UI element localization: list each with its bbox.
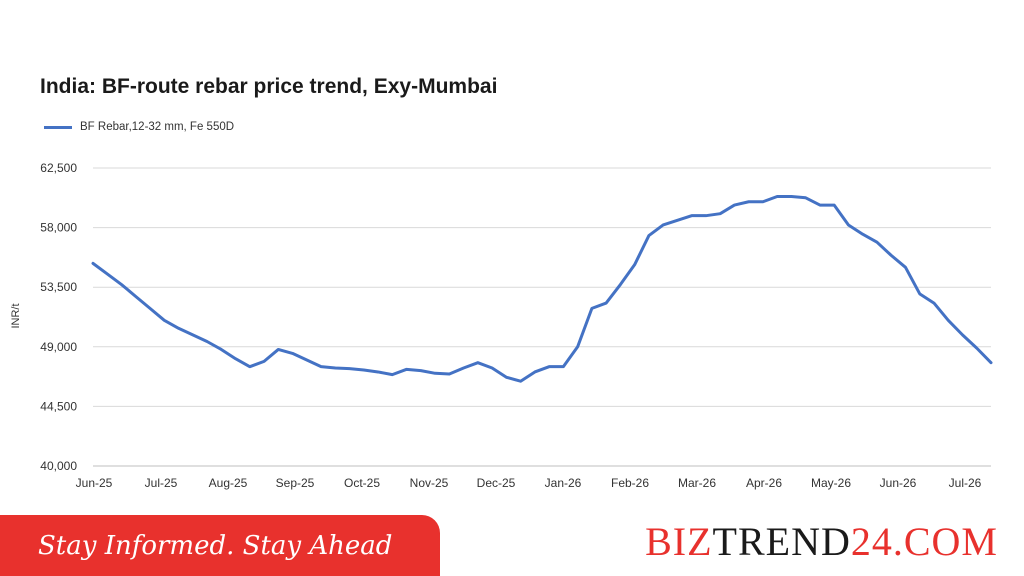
brand-logo-text[interactable]: BIZTREND24.COM xyxy=(645,518,998,565)
x-tick-label: Feb-26 xyxy=(611,476,649,490)
x-axis-ticks: Jun-25 Jul-25 Aug-25 Sep-25 Oct-25 Nov-25 Dec-… xyxy=(76,476,982,490)
x-tick-label: Nov-25 xyxy=(410,476,449,490)
x-tick-label: Jun-26 xyxy=(880,476,917,490)
legend-label: BF Rebar,12-32 mm, Fe 550D xyxy=(80,121,235,133)
y-tick-label: 62,500 xyxy=(40,161,77,175)
chart-legend: BF Rebar,12-32 mm, Fe 550D xyxy=(44,121,234,133)
brand-part-trend: TREND xyxy=(712,519,851,564)
tagline-text: Stay Informed. Stay Ahead xyxy=(38,530,393,561)
line-chart: 40,000 44,500 49,000 53,500 58,000 62,500 Jun… xyxy=(10,161,993,490)
x-tick-label: May-26 xyxy=(811,476,851,490)
x-tick-label: Apr-26 xyxy=(746,476,782,490)
y-tick-label: 53,500 xyxy=(40,280,77,294)
grid-lines xyxy=(93,167,991,467)
y-tick-label: 40,000 xyxy=(40,459,77,473)
x-tick-label: Oct-25 xyxy=(344,476,380,490)
series-group xyxy=(91,194,993,383)
brand-part-24com: 24.COM xyxy=(850,519,998,564)
x-tick-label: Dec-25 xyxy=(477,476,516,490)
x-tick-label: Sep-25 xyxy=(276,476,315,490)
y-tick-label: 49,000 xyxy=(40,340,77,354)
x-tick-label: Aug-25 xyxy=(209,476,248,490)
legend-swatch xyxy=(44,125,72,129)
tagline-bar: Stay Informed. Stay Ahead xyxy=(0,515,450,576)
x-tick-label: Jul-26 xyxy=(949,476,982,490)
x-tick-label: Mar-26 xyxy=(678,476,716,490)
y-axis-label: INR/t xyxy=(10,303,22,328)
chart-title: India: BF-route rebar price trend, Exy-M… xyxy=(40,75,498,98)
y-tick-label: 58,000 xyxy=(40,221,77,235)
y-tick-label: 44,500 xyxy=(40,399,77,413)
x-tick-label: Jan-26 xyxy=(545,476,582,490)
x-tick-label: Jul-25 xyxy=(145,476,178,490)
series-line xyxy=(91,194,993,383)
brand-part-biz: BIZ xyxy=(645,519,713,564)
y-axis-ticks: 40,000 44,500 49,000 53,500 58,000 62,500 xyxy=(40,161,77,473)
x-tick-label: Jun-25 xyxy=(76,476,113,490)
